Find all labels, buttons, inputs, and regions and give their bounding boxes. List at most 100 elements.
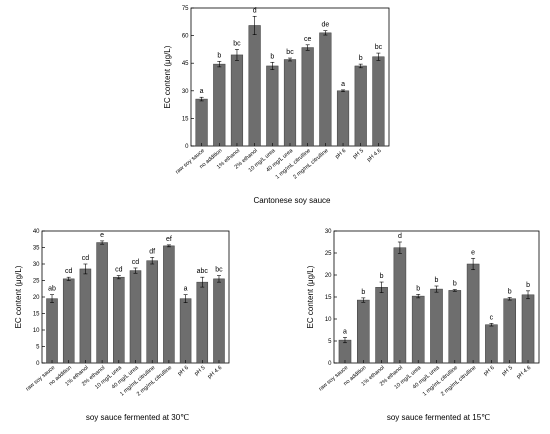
- y-tick-label: 25: [325, 251, 332, 257]
- significance-label: c: [490, 314, 494, 321]
- bar: [411, 295, 425, 364]
- bar: [113, 276, 125, 364]
- significance-label: b: [416, 285, 420, 292]
- bar: [301, 47, 314, 147]
- x-axis-label: soy sauce fermented at 15℃: [387, 413, 490, 422]
- category-label: raw soy sauce: [175, 148, 206, 176]
- y-tick-label: 60: [182, 34, 189, 40]
- significance-label: bc: [375, 44, 383, 51]
- significance-label: b: [217, 52, 221, 59]
- y-tick-label: 25: [33, 279, 40, 285]
- chart-3: 0 5 10 15 20 25 30 EC content (μg/L) a raw soy sa…: [306, 229, 540, 422]
- category-label: 2 mg/mL citrulline: [440, 365, 477, 398]
- bar: [129, 270, 142, 364]
- category-label: pH 6: [177, 365, 190, 377]
- significance-label: b: [435, 277, 439, 284]
- significance-label: ef: [166, 236, 172, 243]
- y-tick-label: 5: [36, 345, 40, 351]
- bar: [196, 281, 209, 364]
- significance-label: df: [149, 248, 155, 255]
- bar: [179, 298, 192, 364]
- bar: [319, 32, 332, 147]
- y-tick-label: 15: [325, 295, 332, 301]
- significance-label: a: [184, 286, 188, 293]
- significance-label: cd: [115, 267, 123, 274]
- category-label: pH 4.6: [366, 148, 382, 163]
- bar: [163, 245, 175, 364]
- significance-label: ce: [304, 36, 312, 43]
- y-axis-label: EC content (μg/L): [163, 45, 172, 108]
- bar: [213, 63, 226, 147]
- y-tick-label: 30: [33, 262, 40, 268]
- bar: [96, 242, 108, 364]
- y-tick-label: 20: [325, 273, 332, 279]
- bar: [338, 339, 352, 364]
- y-tick-label: 75: [182, 6, 189, 12]
- bar: [146, 260, 158, 364]
- chart-1: 0 15 30 45 60 75 EC content (μg/L) a raw soy sau…: [163, 6, 390, 205]
- y-tick-label: 5: [328, 339, 332, 345]
- bar: [266, 65, 279, 147]
- y-tick-label: 20: [33, 295, 40, 301]
- significance-label: b: [453, 281, 457, 288]
- significance-label: b: [380, 273, 384, 280]
- bar: [430, 288, 443, 364]
- significance-label: cd: [65, 268, 73, 275]
- significance-label: a: [200, 88, 204, 95]
- bar: [372, 56, 385, 147]
- bar: [62, 278, 75, 364]
- category-label: pH 4.6: [516, 365, 532, 380]
- y-tick-label: 40: [33, 229, 40, 235]
- significance-label: b: [508, 288, 512, 295]
- category-label: raw soy sauce: [318, 365, 349, 393]
- significance-label: b: [526, 282, 530, 289]
- bar: [46, 298, 58, 364]
- y-tick-label: 10: [33, 328, 40, 334]
- bar: [503, 298, 517, 364]
- category-label: pH 6: [483, 365, 496, 377]
- significance-label: cd: [132, 259, 140, 266]
- bar: [283, 59, 297, 147]
- category-label: pH 5: [352, 148, 365, 160]
- significance-label: d: [253, 7, 257, 14]
- bar: [354, 65, 367, 147]
- category-label: pH 6: [334, 148, 347, 160]
- y-axis-label: EC content (μg/L): [306, 265, 315, 328]
- significance-label: cd: [82, 255, 90, 262]
- bar: [521, 294, 535, 364]
- bar: [448, 290, 462, 364]
- bar: [195, 98, 208, 147]
- significance-label: b: [361, 289, 365, 296]
- bar: [230, 54, 244, 147]
- significance-label: e: [100, 232, 104, 239]
- bar: [393, 247, 407, 364]
- significance-label: b: [270, 53, 274, 60]
- y-axis-label: EC content (μg/L): [14, 265, 23, 328]
- significance-label: abc: [197, 268, 209, 275]
- significance-label: bc: [233, 40, 241, 47]
- category-label: pH 5: [501, 365, 514, 377]
- y-tick-label: 15: [182, 116, 189, 122]
- category-label: pH 5: [194, 365, 207, 377]
- significance-label: bc: [286, 49, 294, 56]
- x-axis-label: soy sauce fermented at 30℃: [86, 413, 189, 422]
- x-axis-label: Cantonese soy sauce: [254, 196, 331, 205]
- bar: [356, 299, 370, 364]
- y-tick-label: 35: [33, 246, 40, 252]
- bar: [248, 25, 261, 147]
- y-tick-label: 30: [325, 229, 332, 235]
- y-tick-label: 15: [33, 312, 40, 318]
- y-tick-label: 0: [185, 144, 189, 150]
- bar: [485, 324, 498, 364]
- significance-label: bc: [215, 267, 223, 274]
- significance-label: d: [398, 233, 402, 240]
- bar: [336, 90, 350, 147]
- significance-label: a: [341, 81, 345, 88]
- y-tick-label: 30: [182, 89, 189, 95]
- significance-label: a: [343, 328, 347, 335]
- bar: [79, 268, 92, 364]
- category-label: pH 4.6: [207, 365, 223, 380]
- bar: [375, 287, 388, 364]
